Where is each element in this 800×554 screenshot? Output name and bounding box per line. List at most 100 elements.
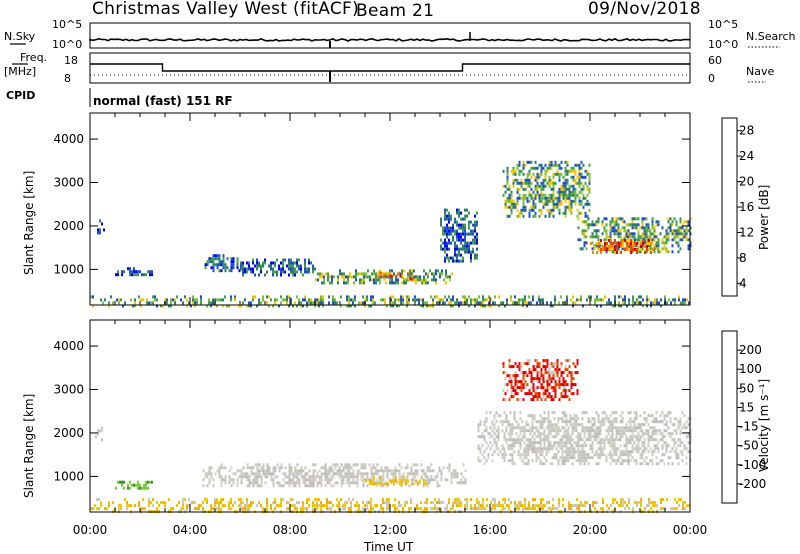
velocity-cell <box>583 450 586 454</box>
velocity-cell <box>382 469 385 473</box>
velocity-cell <box>326 501 328 505</box>
power-cell <box>282 270 284 274</box>
velocity-colorbar-tick-label: 100 <box>739 362 762 376</box>
velocity-cell <box>611 423 614 427</box>
velocity-cell <box>541 420 544 424</box>
velocity-cell <box>647 432 650 436</box>
velocity-cell <box>266 472 269 476</box>
velocity-cell <box>623 450 626 454</box>
power-cell <box>609 223 612 227</box>
power-cell <box>564 172 567 176</box>
power-cell <box>512 178 515 182</box>
power-cell <box>290 301 292 305</box>
power-cell <box>272 261 274 265</box>
power-cell <box>316 298 318 302</box>
velocity-cell <box>529 426 532 430</box>
power-cell <box>640 295 642 299</box>
power-cell <box>512 301 514 305</box>
velocity-cell <box>318 475 321 479</box>
power-cell <box>174 298 176 302</box>
velocity-cell <box>507 459 510 463</box>
velocity-cell <box>394 498 396 502</box>
power-cell <box>625 223 628 227</box>
velocity-cell <box>560 383 563 387</box>
power-cell <box>566 163 569 167</box>
power-cell <box>550 181 553 185</box>
velocity-cell <box>254 475 257 479</box>
velocity-cell <box>342 504 344 508</box>
velocity-cell <box>673 450 676 454</box>
power-cell <box>308 301 310 305</box>
velocity-cell <box>228 507 230 511</box>
velocity-cell <box>316 475 319 479</box>
power-cell <box>554 163 557 167</box>
velocity-cell <box>314 463 317 467</box>
velocity-cell <box>362 475 365 479</box>
power-cell <box>574 178 577 182</box>
velocity-cell <box>483 435 486 439</box>
velocity-cell <box>641 462 644 466</box>
velocity-cell <box>536 362 539 366</box>
power-cell <box>270 264 272 268</box>
velocity-cell <box>528 504 530 508</box>
power-cell <box>566 187 569 191</box>
power-cell <box>655 235 658 239</box>
power-cell <box>312 270 314 274</box>
velocity-cell <box>580 504 582 508</box>
velocity-cell <box>637 423 640 427</box>
power-cell <box>584 214 587 218</box>
power-ylabel: Slant Range [km] <box>22 170 36 275</box>
velocity-cell <box>208 472 211 476</box>
power-cell <box>432 304 434 308</box>
power-cell <box>466 247 468 251</box>
velocity-cell <box>669 450 672 454</box>
velocity-cell <box>314 498 316 502</box>
power-cell <box>372 301 374 305</box>
power-cell <box>538 298 540 302</box>
velocity-cell <box>633 441 636 445</box>
velocity-cell <box>527 447 530 451</box>
velocity-cell <box>392 475 395 479</box>
power-cell <box>186 298 188 302</box>
power-cell <box>90 295 92 299</box>
velocity-cell <box>479 435 482 439</box>
velocity-cell <box>330 507 332 511</box>
velocity-cell <box>609 426 612 430</box>
velocity-cell <box>280 466 283 470</box>
velocity-cell <box>348 478 351 482</box>
power-cell <box>318 304 320 308</box>
velocity-cell <box>312 481 315 485</box>
velocity-cell <box>651 438 654 442</box>
power-cell <box>358 301 360 305</box>
power-cell <box>552 214 555 218</box>
power-cell <box>640 245 642 248</box>
velocity-cell <box>652 501 654 505</box>
velocity-cell <box>567 429 570 433</box>
velocity-cell <box>522 371 525 375</box>
velocity-cell <box>579 432 582 436</box>
power-cell <box>456 223 458 227</box>
power-cell <box>645 217 648 221</box>
velocity-cell <box>525 444 528 448</box>
velocity-cell <box>540 386 543 390</box>
velocity-cell <box>577 432 580 436</box>
power-cell <box>583 235 586 239</box>
velocity-cell <box>442 501 444 505</box>
power-cell <box>610 242 612 245</box>
power-cell <box>566 160 569 164</box>
velocity-cell <box>326 507 328 511</box>
power-cell <box>681 226 684 230</box>
velocity-cell <box>454 475 457 479</box>
power-cell <box>226 304 228 308</box>
power-cell <box>558 199 561 203</box>
power-cell <box>562 184 565 188</box>
power-colorbar-tick-label: 28 <box>739 124 754 138</box>
velocity-cell <box>272 472 275 476</box>
velocity-cell <box>386 466 389 470</box>
velocity-cell <box>655 420 658 424</box>
velocity-cell <box>522 504 524 508</box>
power-cell <box>222 263 225 267</box>
power-cell <box>538 193 541 197</box>
power-cell <box>208 260 211 264</box>
velocity-cell <box>477 435 480 439</box>
